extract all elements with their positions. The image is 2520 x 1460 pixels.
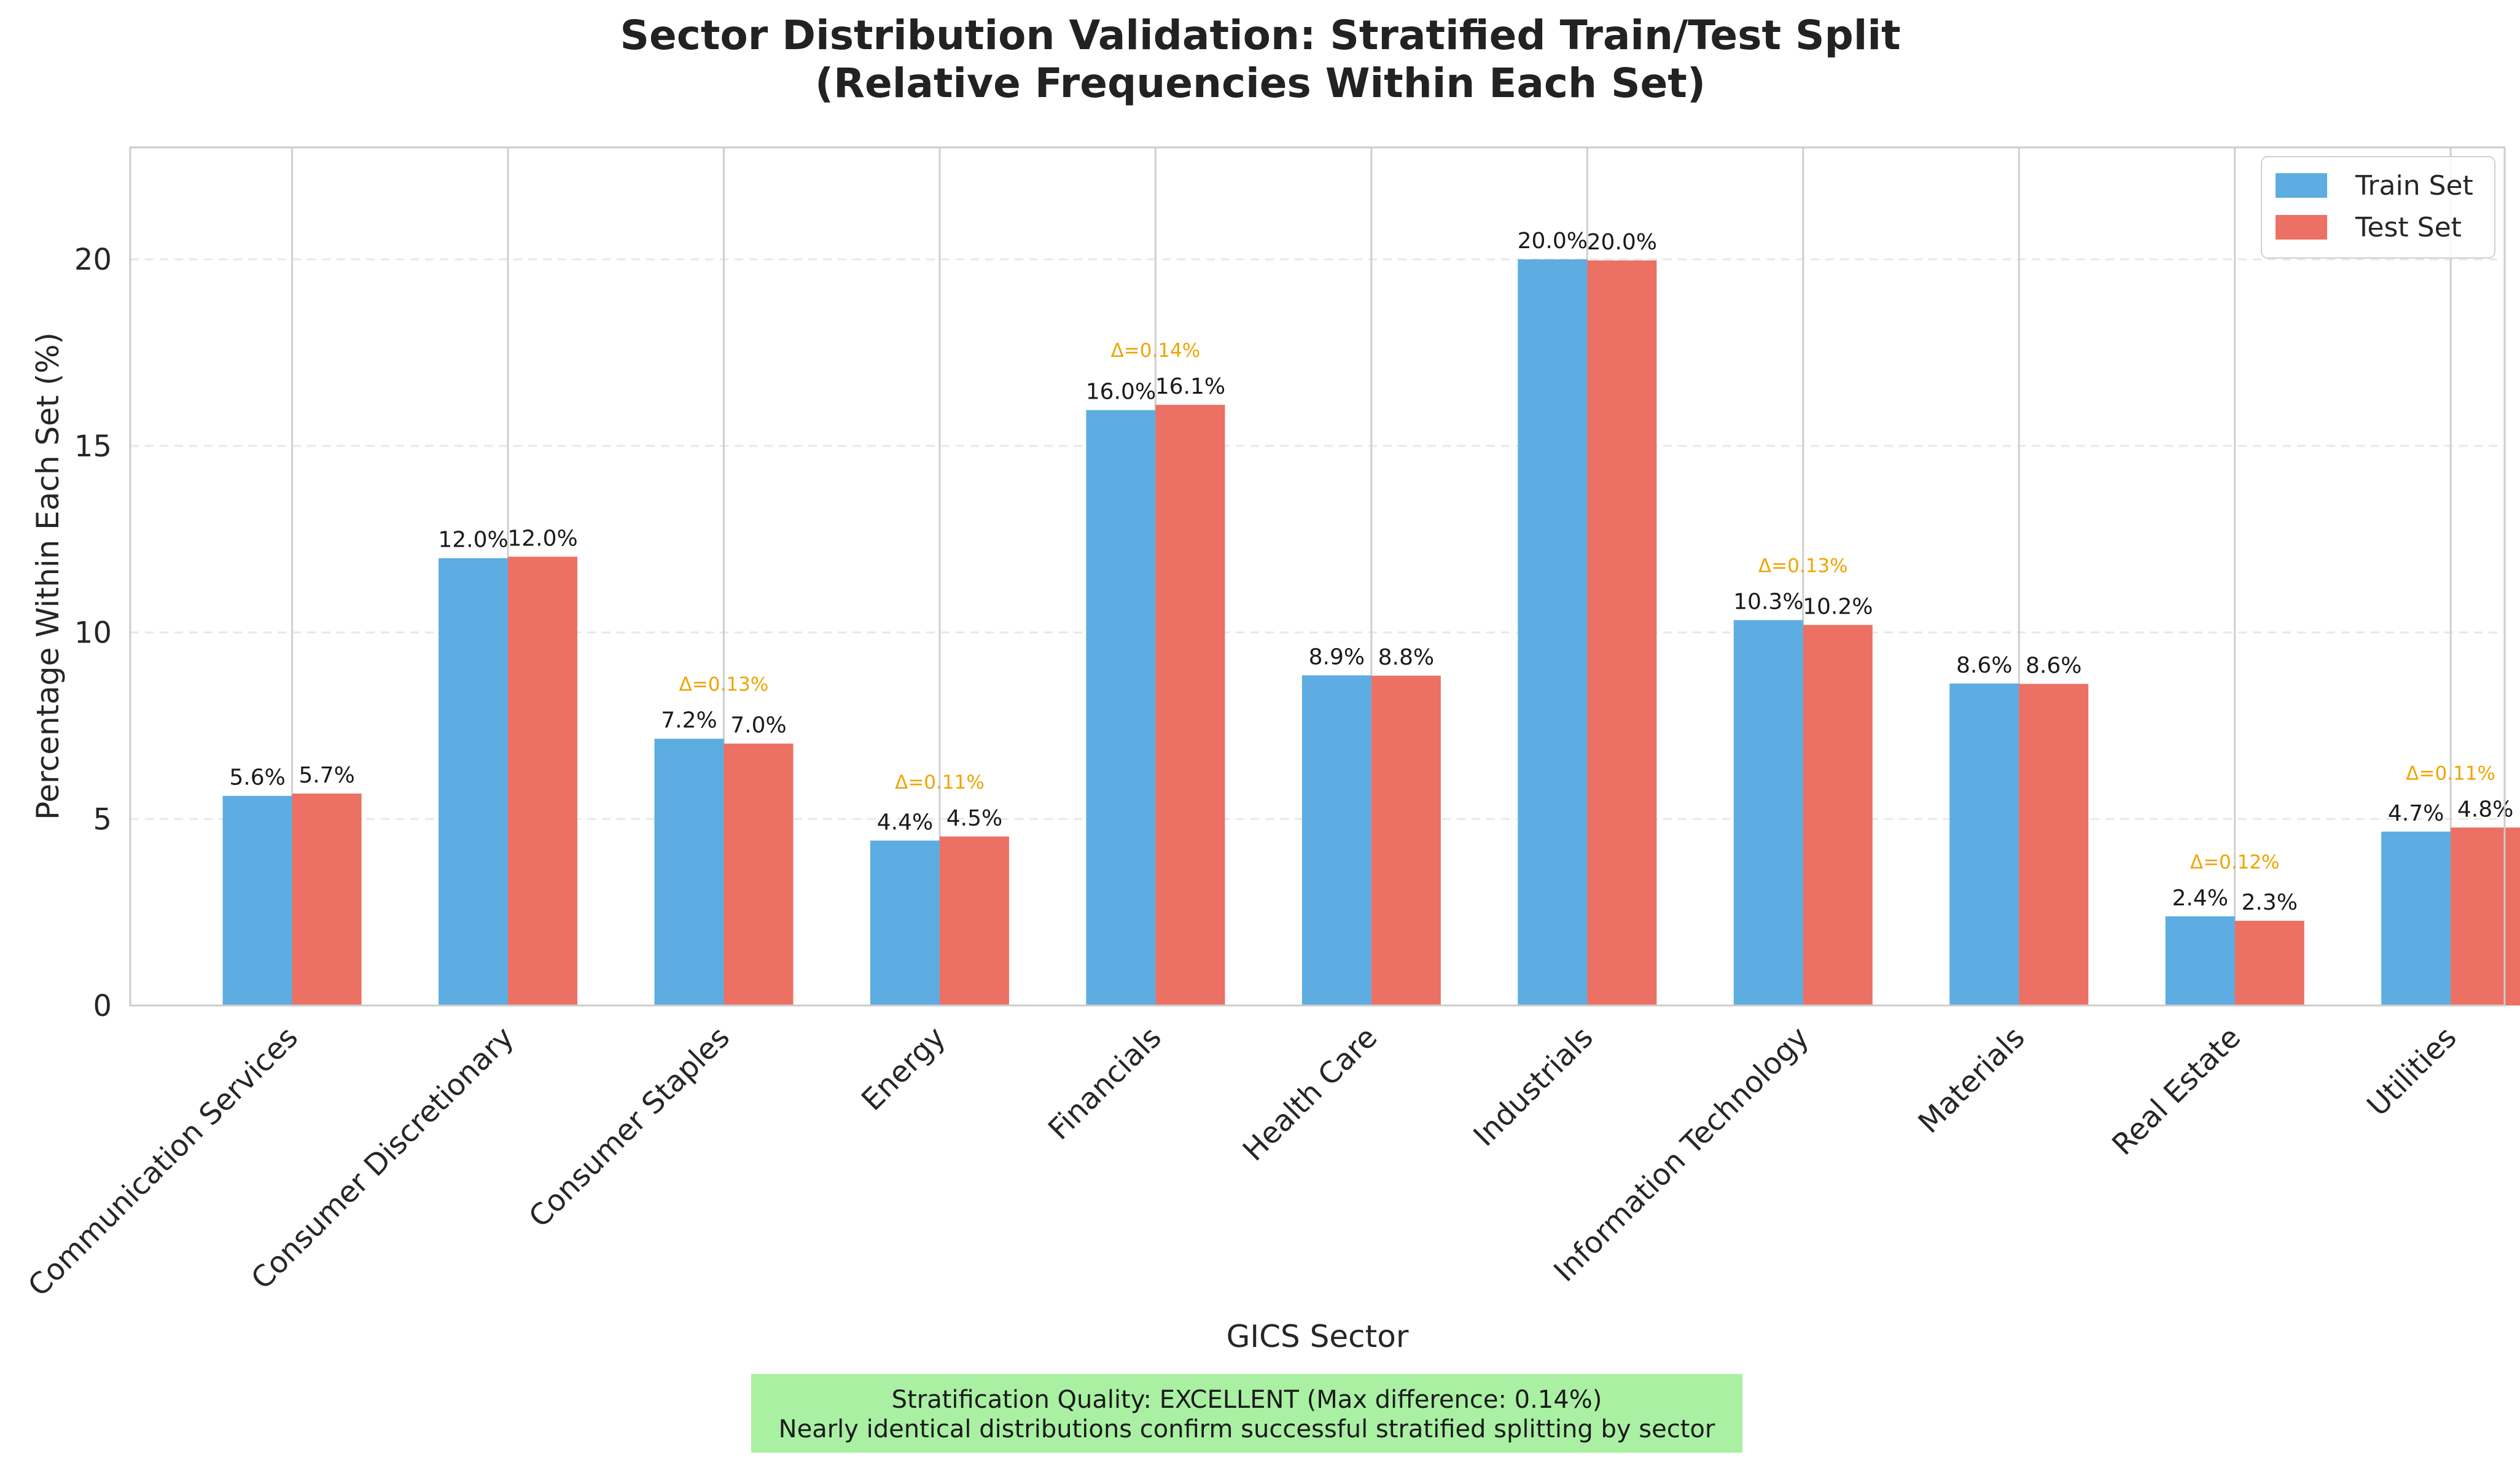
bar-label-train: 8.6%: [1956, 653, 2012, 678]
stratification-note: Stratification Quality: EXCELLENT (Max d…: [751, 1374, 1742, 1453]
bar-label-train: 4.4%: [877, 810, 933, 835]
chart-subtitle: (Relative Frequencies Within Each Set): [815, 60, 1706, 107]
delta-label: Δ=0.14%: [1111, 340, 1201, 362]
x-tick-label: Health Care: [1236, 1020, 1384, 1168]
y-tick-label: 10: [74, 616, 112, 650]
delta-label: Δ=0.13%: [1758, 555, 1848, 577]
bar-label-train: 16.0%: [1086, 380, 1156, 405]
legend-label-test: Test Set: [2355, 212, 2462, 243]
bar-label-train: 5.6%: [229, 765, 285, 791]
bar-label-test: 8.8%: [1378, 645, 1434, 670]
bar-test: [2451, 827, 2520, 1005]
delta-label: Δ=0.11%: [2406, 762, 2495, 784]
legend-label-train: Train Set: [2355, 170, 2473, 201]
bar-test: [724, 743, 794, 1005]
x-axis-label: GICS Sector: [1227, 1319, 1409, 1354]
bar-test: [508, 556, 578, 1005]
note-line-1: Stratification Quality: EXCELLENT (Max d…: [892, 1386, 1602, 1414]
bar-train: [1086, 410, 1156, 1005]
x-tick-label: Energy: [855, 1020, 952, 1117]
bar-label-test: 2.3%: [2241, 890, 2297, 915]
x-tick-label: Financials: [1042, 1020, 1168, 1147]
bar-test: [939, 836, 1009, 1005]
bar-label-test: 4.5%: [946, 806, 1002, 831]
delta-label: Δ=0.11%: [895, 771, 985, 794]
delta-label: Δ=0.12%: [2190, 851, 2280, 873]
bars: [222, 259, 2520, 1005]
bar-label-test: 7.0%: [730, 713, 786, 738]
y-axis-label: Percentage Within Each Set (%): [30, 332, 66, 820]
bar-train: [2165, 916, 2235, 1005]
bar-train: [654, 738, 724, 1005]
bar-train: [1518, 259, 1588, 1005]
bar-test: [1803, 625, 1873, 1005]
bar-test: [1371, 676, 1441, 1005]
chart-title: Sector Distribution Validation: Stratifi…: [620, 12, 1900, 59]
y-tick-label: 5: [93, 802, 112, 837]
bar-label-test: 5.7%: [298, 763, 354, 788]
bar-value-labels: 5.6% 5.7% 12.0%12.0% 7.2% 7.0% Δ=0.13% 4.4% 4.5…: [229, 228, 2513, 915]
bar-test: [1587, 260, 1657, 1005]
delta-label: Δ=0.13%: [679, 674, 769, 696]
bar-label-test: 20.0%: [1587, 230, 1657, 255]
x-tick-label: Information Technology: [1547, 1020, 1816, 1289]
bar-label-train: 7.2%: [661, 708, 717, 733]
x-tick-label: Materials: [1912, 1020, 2032, 1140]
bar-train: [1949, 683, 2019, 1005]
x-tick-label: Real Estate: [2105, 1020, 2247, 1162]
bar-label-test: 8.6%: [2026, 653, 2081, 678]
bar-train: [1733, 620, 1803, 1005]
bar-test: [1155, 405, 1225, 1005]
bar-train: [2381, 831, 2451, 1005]
bar-label-train: 2.4%: [2172, 886, 2228, 911]
bar-label-train: 20.0%: [1518, 228, 1588, 254]
bar-train: [1301, 675, 1371, 1005]
bar-label-train: 10.3%: [1733, 590, 1803, 615]
bar-test: [2234, 921, 2304, 1005]
legend-swatch-test: [2276, 215, 2327, 240]
bar-test: [2019, 684, 2089, 1005]
y-tick-label: 15: [74, 429, 112, 464]
x-tick-label: Industrials: [1467, 1020, 1599, 1153]
bar-label-test: 10.2%: [1803, 594, 1873, 619]
y-tick-label: 0: [93, 989, 112, 1023]
bar-label-train: 12.0%: [438, 528, 508, 553]
bar-label-test: 16.1%: [1155, 374, 1225, 399]
y-tick-label: 20: [74, 243, 112, 277]
bar-test: [292, 794, 362, 1005]
bar-train: [870, 840, 940, 1005]
legend: Train Set Test Set: [2261, 156, 2495, 259]
x-tick-label: Utilities: [2360, 1020, 2463, 1123]
bar-train: [222, 795, 292, 1005]
bar-train: [439, 558, 509, 1005]
bar-label-train: 8.9%: [1309, 644, 1365, 669]
bar-label-test: 12.0%: [507, 526, 577, 551]
note-line-2: Nearly identical distributions confirm s…: [779, 1415, 1715, 1443]
x-tick-label: Consumer Staples: [522, 1020, 736, 1235]
plot-frame: [129, 146, 2506, 1007]
legend-swatch-train: [2276, 173, 2327, 198]
note-box: [751, 1374, 1742, 1453]
bar-label-train: 4.7%: [2388, 801, 2444, 826]
